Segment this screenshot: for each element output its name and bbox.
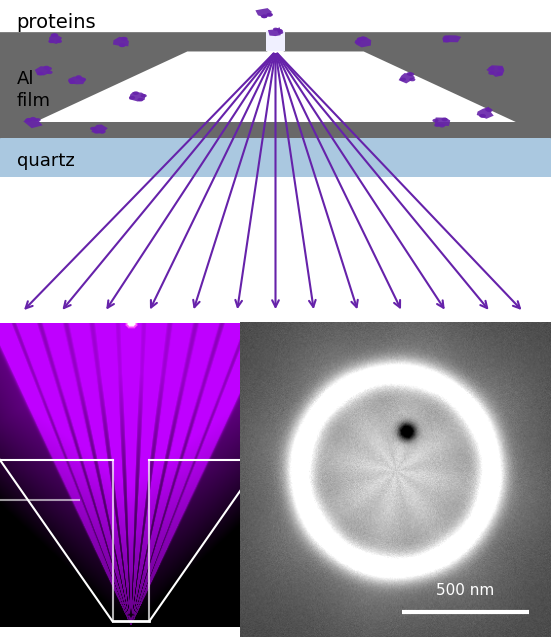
Circle shape xyxy=(441,118,448,121)
Circle shape xyxy=(277,29,283,32)
Text: 500 nm: 500 nm xyxy=(436,583,494,598)
Circle shape xyxy=(434,124,440,127)
Circle shape xyxy=(68,79,74,83)
Circle shape xyxy=(56,39,62,43)
Text: proteins: proteins xyxy=(17,13,96,32)
Circle shape xyxy=(90,127,96,131)
Circle shape xyxy=(75,75,82,79)
Circle shape xyxy=(46,67,52,70)
Circle shape xyxy=(443,35,450,39)
Circle shape xyxy=(52,33,58,37)
Circle shape xyxy=(35,118,41,122)
Polygon shape xyxy=(442,35,461,43)
Circle shape xyxy=(129,96,135,99)
Circle shape xyxy=(121,37,127,40)
Circle shape xyxy=(357,37,363,41)
Circle shape xyxy=(498,67,504,70)
Polygon shape xyxy=(477,107,494,118)
Polygon shape xyxy=(91,124,108,134)
Circle shape xyxy=(46,71,52,74)
Circle shape xyxy=(489,66,495,70)
Circle shape xyxy=(409,78,415,82)
Circle shape xyxy=(51,33,57,37)
Circle shape xyxy=(487,108,493,112)
Polygon shape xyxy=(68,76,86,84)
Circle shape xyxy=(485,108,491,111)
Circle shape xyxy=(30,117,36,120)
Circle shape xyxy=(360,36,366,40)
Circle shape xyxy=(137,98,144,101)
Circle shape xyxy=(488,71,494,75)
Polygon shape xyxy=(256,8,272,18)
Circle shape xyxy=(44,66,50,69)
Circle shape xyxy=(99,130,105,134)
Polygon shape xyxy=(129,92,145,101)
Polygon shape xyxy=(284,32,551,138)
Circle shape xyxy=(407,72,413,76)
Circle shape xyxy=(278,31,283,34)
Circle shape xyxy=(278,29,283,32)
Polygon shape xyxy=(398,73,415,83)
Circle shape xyxy=(442,37,449,41)
Circle shape xyxy=(444,39,450,43)
Polygon shape xyxy=(355,37,371,47)
Circle shape xyxy=(119,43,126,47)
Circle shape xyxy=(273,27,278,31)
Circle shape xyxy=(355,41,361,44)
Circle shape xyxy=(122,37,128,41)
Circle shape xyxy=(439,124,445,127)
Polygon shape xyxy=(487,65,504,77)
Circle shape xyxy=(37,72,44,75)
Circle shape xyxy=(400,78,406,81)
Circle shape xyxy=(433,118,439,122)
Polygon shape xyxy=(435,117,450,126)
Circle shape xyxy=(479,114,485,118)
Circle shape xyxy=(266,13,273,17)
Circle shape xyxy=(48,39,55,43)
Circle shape xyxy=(261,15,267,18)
Circle shape xyxy=(69,80,75,84)
Text: Al
film: Al film xyxy=(17,70,51,110)
Circle shape xyxy=(26,118,32,122)
Circle shape xyxy=(100,130,106,133)
Text: quartz: quartz xyxy=(17,152,74,170)
Polygon shape xyxy=(49,34,62,44)
Polygon shape xyxy=(23,118,42,128)
Circle shape xyxy=(261,15,267,18)
Circle shape xyxy=(133,91,139,95)
Circle shape xyxy=(443,38,449,41)
Circle shape xyxy=(93,130,100,134)
Polygon shape xyxy=(0,32,267,138)
Bar xyxy=(0,122,551,138)
Bar xyxy=(266,31,285,52)
Polygon shape xyxy=(35,66,51,75)
Circle shape xyxy=(480,114,486,118)
Circle shape xyxy=(25,118,31,122)
Bar xyxy=(0,138,551,177)
Circle shape xyxy=(80,78,86,81)
Circle shape xyxy=(496,72,503,75)
Circle shape xyxy=(141,94,147,97)
Circle shape xyxy=(408,73,414,76)
Circle shape xyxy=(119,43,125,47)
Polygon shape xyxy=(113,37,129,47)
Circle shape xyxy=(267,13,273,17)
Circle shape xyxy=(360,36,366,40)
Polygon shape xyxy=(268,27,280,36)
